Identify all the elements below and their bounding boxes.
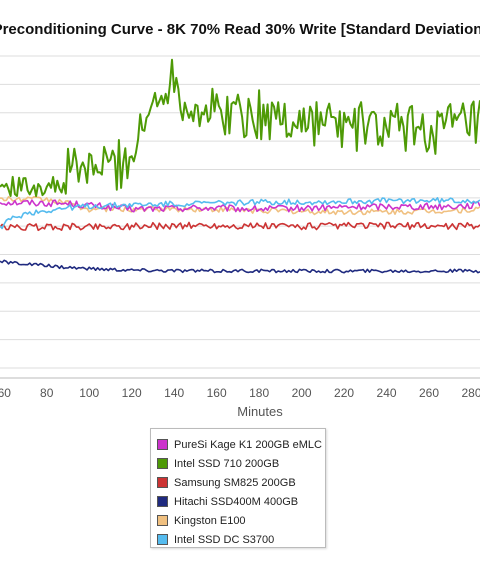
x-tick-label: 280 [461,386,480,400]
legend-item[interactable]: Samsung SM825 200GB [157,473,325,492]
legend-swatch [157,534,168,545]
legend-item[interactable]: PureSi Kage K1 200GB eMLC [157,435,325,454]
legend-label: Intel SSD 710 200GB [174,457,280,470]
chart-title: Preconditioning Curve - 8K 70% Read 30% … [0,21,480,38]
x-tick-label: 160 [207,386,227,400]
x-tick-labels: 60 80 100 120 140 160 180 200 220 240 260 280 [0,386,480,400]
legend-swatch [157,496,168,507]
series-lines [0,58,480,274]
x-tick-label: 140 [164,386,184,400]
legend-label: Kingston E100 [174,514,246,527]
x-tick-label: 120 [122,386,142,400]
legend-swatch [157,439,168,450]
x-tick-label: 180 [249,386,269,400]
x-tick-label: 60 [0,386,11,400]
legend: PureSi Kage K1 200GB eMLC Intel SSD 710 2… [150,428,326,548]
x-tick-label: 100 [79,386,99,400]
series-line-intel-ssd-dc-s3700 [0,197,480,230]
x-axis-title: Minutes [237,404,283,419]
x-tick-label: 200 [292,386,312,400]
legend-label: Intel SSD DC S3700 [174,533,275,546]
grid [0,55,480,369]
series-line-intel-ssd-710-200gb [0,58,480,198]
legend-swatch [157,515,168,526]
legend-item[interactable]: Intel SSD DC S3700 [157,530,325,549]
legend-label: PureSi Kage K1 200GB eMLC [174,438,322,451]
x-tick-label: 220 [334,386,354,400]
legend-label: Samsung SM825 200GB [174,476,296,489]
legend-item[interactable]: Intel SSD 710 200GB [157,454,325,473]
series-line-hitachi-ssd400m-400gb [0,259,480,274]
legend-label: Hitachi SSD400M 400GB [174,495,299,508]
series-line-puresi-kage-k1-200gb-emlc [0,199,480,213]
x-tick-label: 240 [377,386,397,400]
legend-item[interactable]: Hitachi SSD400M 400GB [157,492,325,511]
legend-swatch [157,458,168,469]
legend-item[interactable]: Kingston E100 [157,511,325,530]
legend-swatch [157,477,168,488]
x-tick-label: 80 [40,386,54,400]
x-tick-label: 260 [419,386,439,400]
series-line-samsung-sm825-200gb [0,221,480,232]
